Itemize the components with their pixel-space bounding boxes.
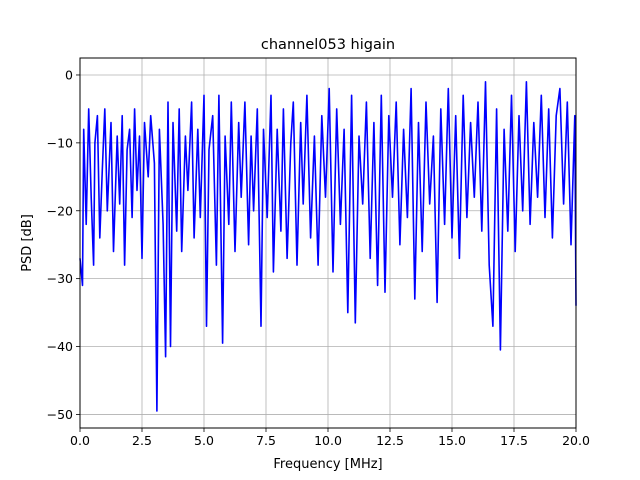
x-axis-label: Frequency [MHz] bbox=[273, 457, 382, 472]
x-tick-label: 10.0 bbox=[314, 433, 342, 448]
x-tick-label: 2.5 bbox=[132, 433, 152, 448]
x-tick-label: 7.5 bbox=[256, 433, 276, 448]
psd-series-line bbox=[79, 81, 577, 412]
plot-area bbox=[79, 81, 577, 412]
axis-ticks: 0.0 2.5 5.0 7.5 10.0 12.5 15.0 17.5 20.0 0 −10 −20 −… bbox=[47, 67, 590, 448]
x-tick-label: 5.0 bbox=[194, 433, 214, 448]
x-tick-label: 17.5 bbox=[500, 433, 528, 448]
x-tick-label: 15.0 bbox=[438, 433, 466, 448]
x-tick-label: 12.5 bbox=[376, 433, 404, 448]
x-tick-label: 0.0 bbox=[70, 433, 90, 448]
x-tick-label: 20.0 bbox=[562, 433, 590, 448]
y-tick-label: −40 bbox=[47, 339, 73, 354]
y-axis-label: PSD [dB] bbox=[20, 214, 35, 272]
y-tick-label: 0 bbox=[65, 67, 73, 82]
y-tick-label: −50 bbox=[47, 407, 73, 422]
chart-title: channel053 higain bbox=[261, 37, 395, 53]
y-tick-label: −30 bbox=[47, 271, 73, 286]
y-tick-label: −10 bbox=[47, 135, 73, 150]
y-tick-label: −20 bbox=[47, 203, 73, 218]
